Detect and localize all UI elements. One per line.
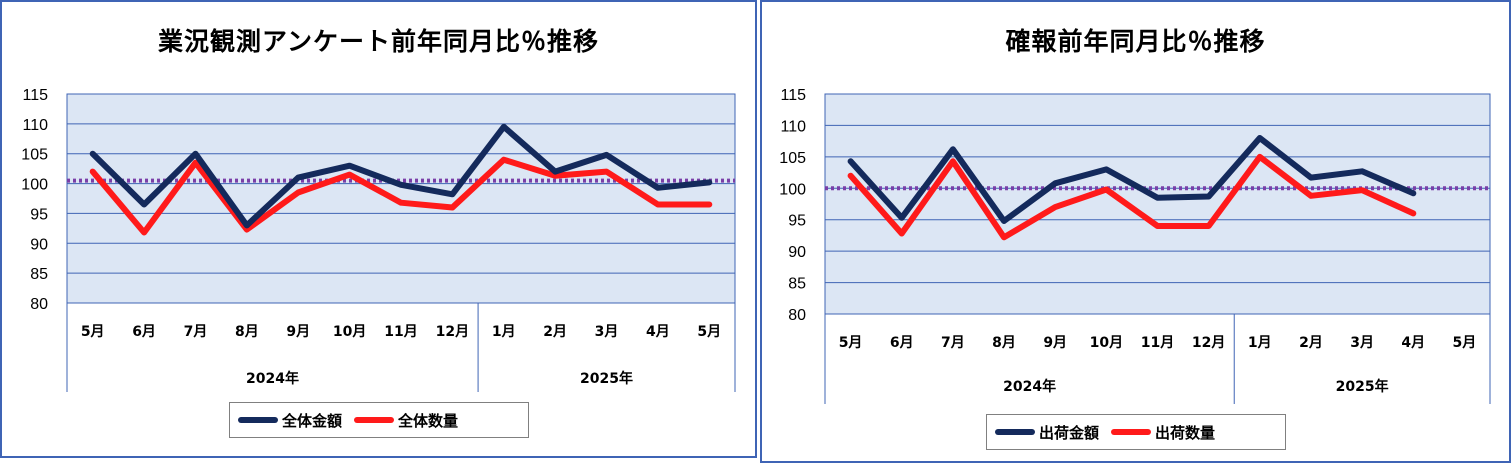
y-tick-label: 85 [788,276,806,293]
x-tick-label: 5月 [81,324,105,340]
legend-label: 出荷金額 [1039,423,1100,442]
y-tick-label: 80 [788,307,806,324]
legend: 出荷金額 出荷数量 [986,414,1286,450]
x-tick-label: 8月 [235,324,259,340]
y-tick-label: 100 [21,177,48,194]
legend-item: 出荷数量 [1111,422,1215,443]
x-tick-label: 7月 [184,324,208,340]
x-tick-label: 10月 [333,324,366,340]
y-tick-label: 95 [30,206,48,223]
legend-label: 全体数量 [398,411,459,430]
legend-swatch [1111,429,1152,435]
legend-swatch [995,429,1035,435]
y-tick-label: 85 [30,266,48,283]
x-tick-label: 11月 [384,324,417,340]
legend-item: 出荷金額 [995,422,1099,443]
x-tick-label: 12月 [1192,335,1225,351]
x-tick-label: 8月 [992,335,1016,351]
x-tick-label: 7月 [941,335,965,351]
y-tick-label: 115 [780,87,806,104]
chart-title: 確報前年同月比％推移 [1005,27,1266,56]
x-tick-label: 1月 [1248,335,1272,351]
x-tick-label: 3月 [1350,335,1374,351]
x-tick-label: 12月 [436,324,469,340]
x-tick-label: 6月 [890,335,914,351]
x-tick-label: 5月 [839,335,863,351]
series-line [89,156,713,236]
x-group-label: 2025年 [580,370,633,387]
y-tick-label: 80 [30,296,48,313]
series-line [847,135,1417,224]
x-tick-label: 4月 [1401,335,1425,351]
x-group-label: 2025年 [1336,378,1389,395]
series-line [89,123,713,229]
legend: 全体金額 全体数量 [229,402,529,438]
legend-label: 出荷数量 [1155,423,1216,442]
chart-panel-2: 確報前年同月比％推移 80 85 90 95 100 105 110 115 5月 6月 7月 8月 9… [760,0,1511,463]
x-tick-label: 1月 [492,324,516,340]
y-tick-label: 105 [21,147,48,164]
x-tick-label: 2月 [1299,335,1323,351]
x-tick-label: 11月 [1141,335,1174,351]
y-tick-label: 90 [30,236,48,253]
x-tick-label: 9月 [286,324,310,340]
legend-label: 全体金額 [282,411,343,430]
y-tick-label: 105 [779,150,806,167]
y-tick-label: 110 [22,117,48,134]
y-tick-label: 100 [779,181,806,198]
line-chart: 80 85 90 95 100 105 110 115 5月 6月 7月 8月 9月 10月 11月 12月 1… [779,87,1491,404]
x-group-label: 2024年 [1003,378,1056,395]
legend-item: 全体金額 [238,410,342,431]
x-tick-label: 9月 [1043,335,1067,351]
line-chart: 80 85 90 95 100 105 110 115 5月 6月 7月 8月 9月 10月 11月 12月 1… [21,87,736,392]
x-tick-label: 3月 [595,324,619,340]
plot-area [66,93,736,304]
x-tick-label: 10月 [1090,335,1123,351]
chart-title: 業況観測アンケート前年同月比％推移 [157,27,599,56]
x-group-label: 2024年 [246,370,299,387]
y-tick-label: 110 [780,118,806,135]
legend-item: 全体数量 [354,410,458,431]
legend-swatch [354,417,395,423]
y-tick-label: 95 [788,213,806,230]
x-tick-label: 2月 [543,324,567,340]
legend-swatch [238,417,278,423]
x-tick-label: 6月 [132,324,156,340]
plot-area [824,93,1491,315]
series-line [847,153,1417,241]
y-tick-label: 115 [22,87,48,104]
chart-panel-1: 業況観測アンケート前年同月比％推移 80 85 90 95 100 105 110 115 5月… [0,0,757,458]
y-tick-label: 90 [788,244,806,261]
x-tick-label: 5月 [697,324,721,340]
x-tick-label: 5月 [1453,335,1477,351]
x-tick-label: 4月 [646,324,670,340]
